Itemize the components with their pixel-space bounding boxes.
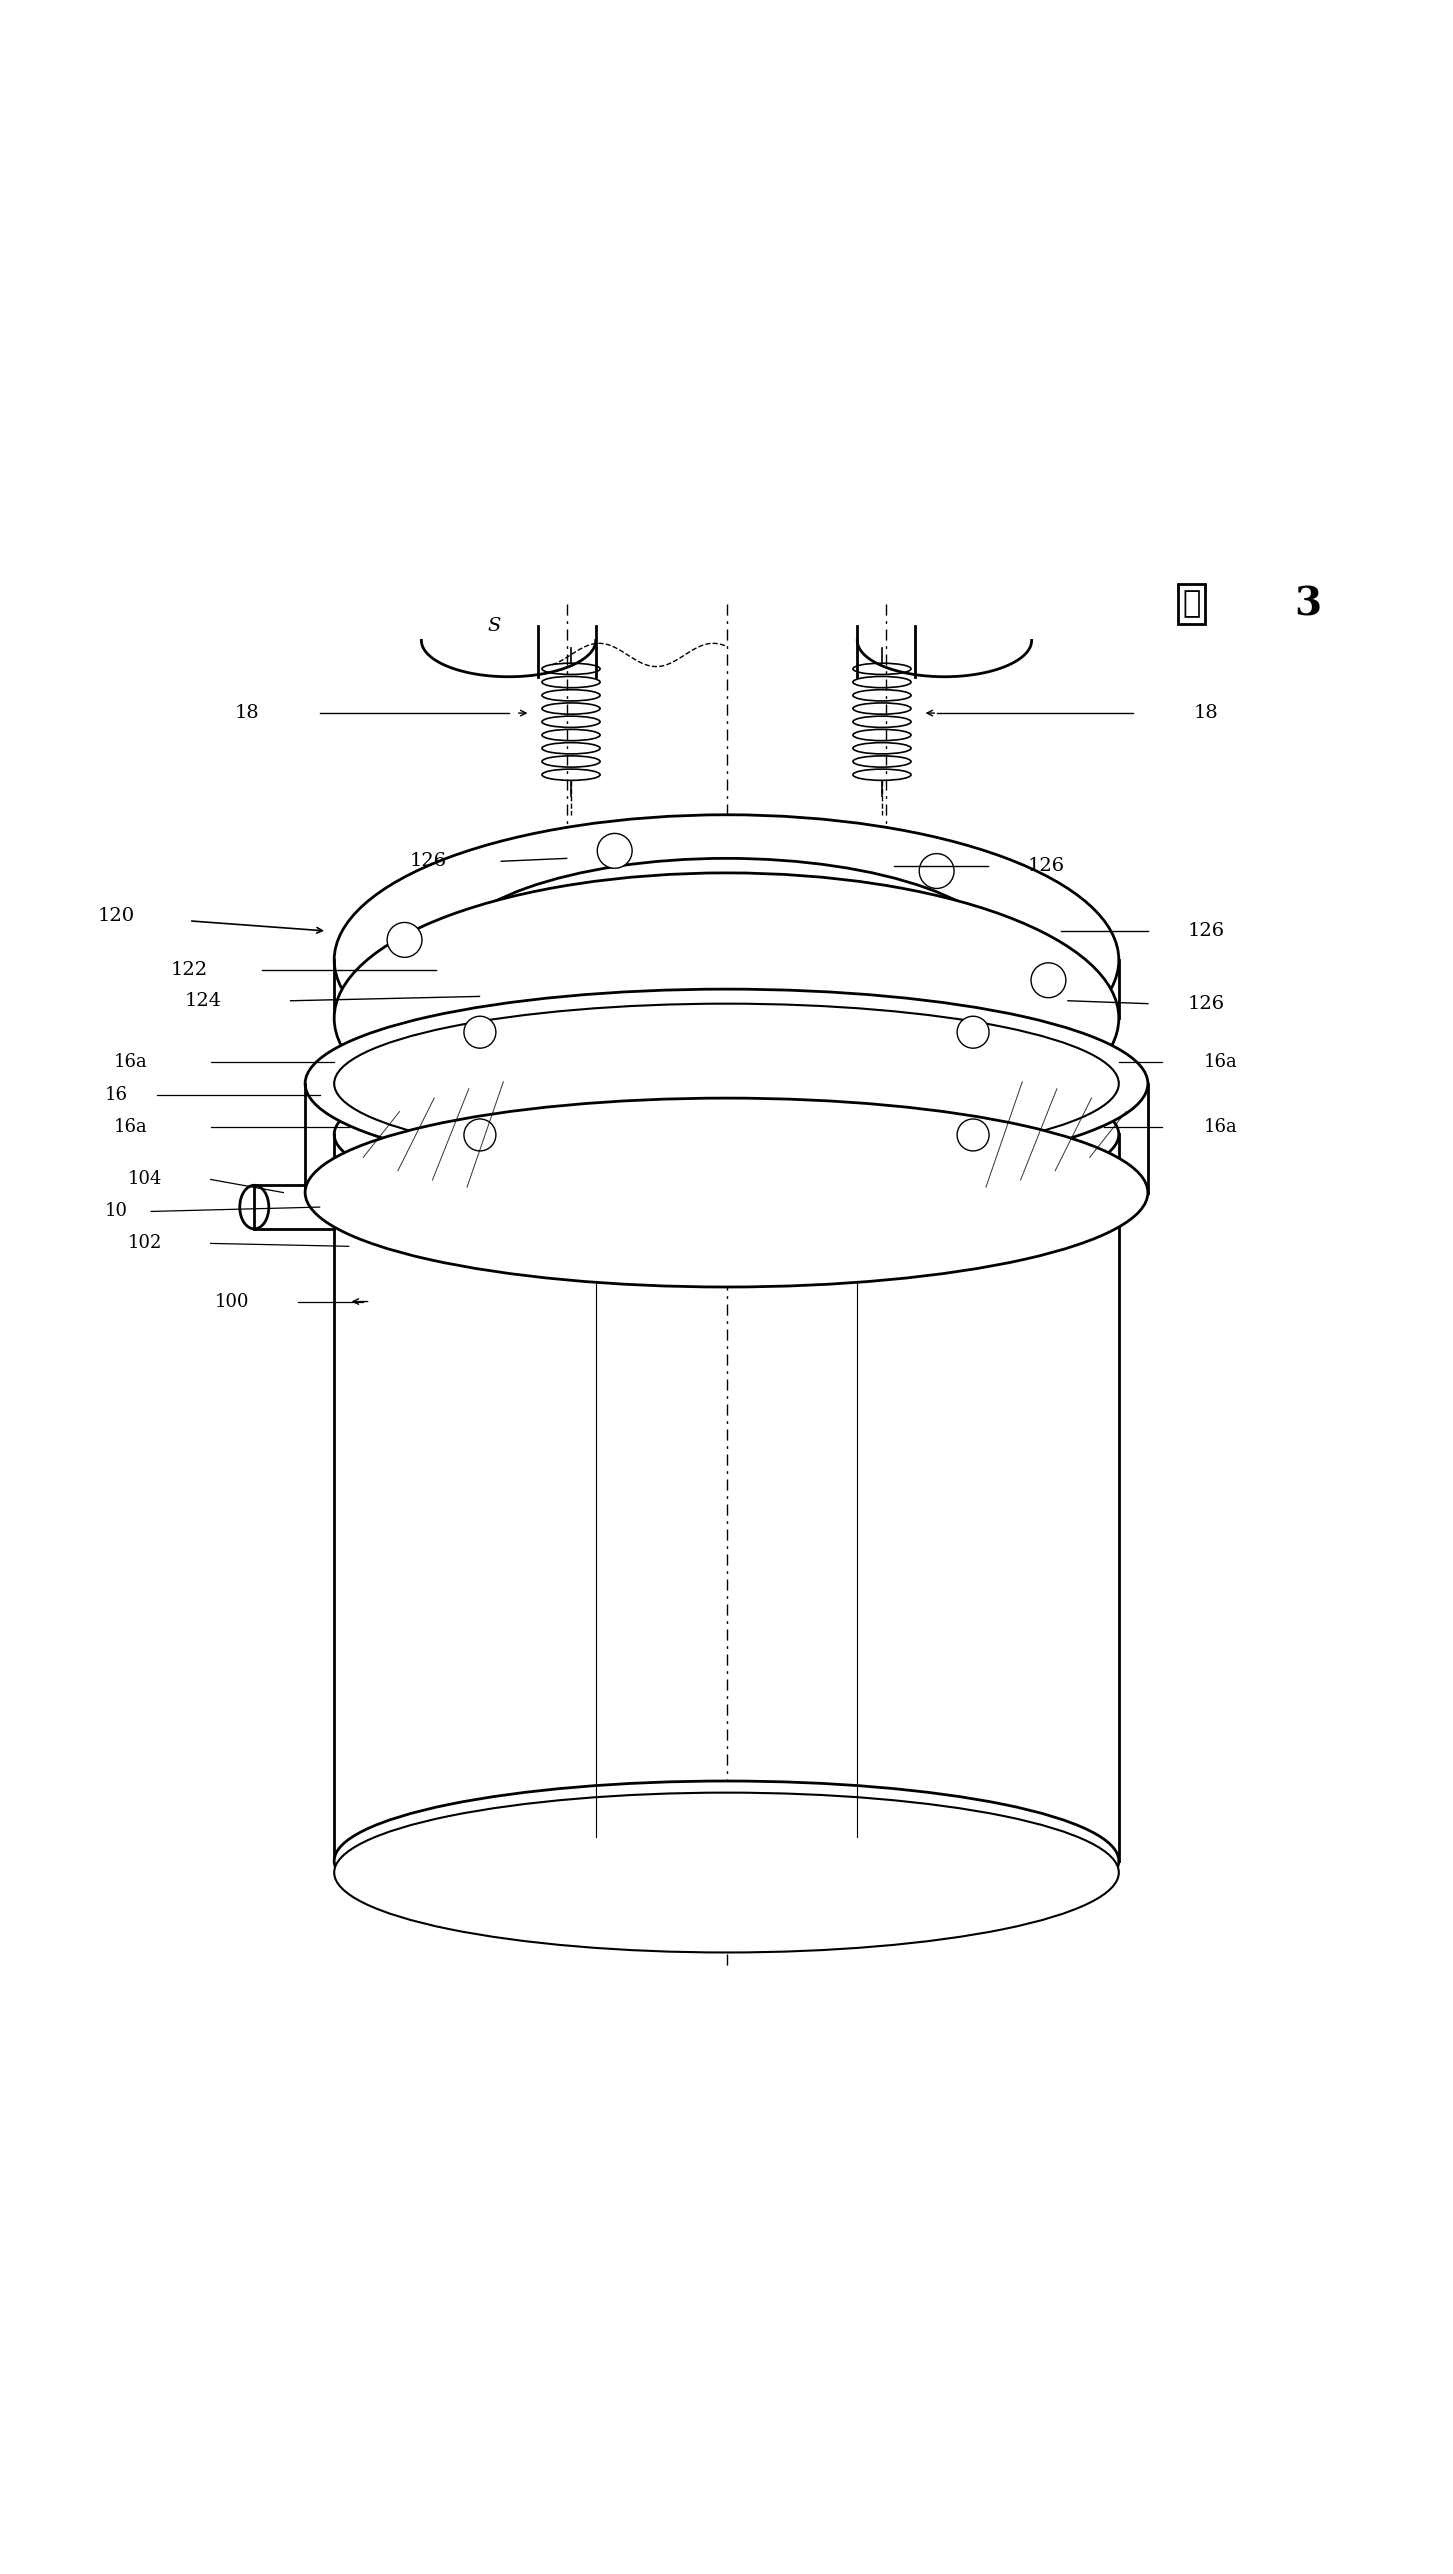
Text: 10: 10 <box>105 1202 128 1220</box>
Ellipse shape <box>240 1184 269 1228</box>
Text: 102: 102 <box>128 1236 163 1254</box>
Ellipse shape <box>334 1055 1119 1215</box>
Ellipse shape <box>443 857 1010 1063</box>
Ellipse shape <box>305 1099 1148 1287</box>
Circle shape <box>958 1120 989 1151</box>
Ellipse shape <box>494 1068 959 1184</box>
Text: 图: 图 <box>1183 589 1200 620</box>
Text: 124: 124 <box>185 991 222 1009</box>
Circle shape <box>958 1017 989 1048</box>
Text: 126: 126 <box>1187 921 1225 940</box>
Text: 16a: 16a <box>113 1053 148 1071</box>
Text: 126: 126 <box>410 852 448 870</box>
Text: 122: 122 <box>170 960 208 978</box>
Text: 16a: 16a <box>1203 1117 1238 1135</box>
Text: S: S <box>487 618 501 636</box>
Circle shape <box>386 921 421 958</box>
Ellipse shape <box>334 816 1119 1104</box>
Ellipse shape <box>305 988 1148 1179</box>
Circle shape <box>920 855 955 888</box>
Ellipse shape <box>494 880 959 1040</box>
Ellipse shape <box>494 1163 959 1279</box>
Circle shape <box>498 1032 533 1066</box>
Ellipse shape <box>334 1004 1119 1163</box>
Text: 126: 126 <box>1187 994 1225 1012</box>
Text: 16a: 16a <box>113 1117 148 1135</box>
Ellipse shape <box>334 1781 1119 1941</box>
Circle shape <box>464 1120 495 1151</box>
Circle shape <box>597 834 632 867</box>
Ellipse shape <box>538 896 915 1024</box>
Text: 100: 100 <box>215 1292 250 1310</box>
Text: 3: 3 <box>1295 584 1321 623</box>
Text: 18: 18 <box>234 705 260 723</box>
Text: 104: 104 <box>128 1171 163 1189</box>
Circle shape <box>1032 963 1067 999</box>
Text: 16: 16 <box>105 1086 128 1104</box>
Text: 120: 120 <box>97 909 135 927</box>
Text: 18: 18 <box>1193 705 1219 723</box>
Text: 126: 126 <box>1027 857 1065 875</box>
Circle shape <box>464 1017 495 1048</box>
Circle shape <box>821 1053 856 1086</box>
Ellipse shape <box>596 1184 857 1259</box>
Ellipse shape <box>596 1091 857 1163</box>
Ellipse shape <box>334 873 1119 1163</box>
Ellipse shape <box>334 1792 1119 1954</box>
Text: 16a: 16a <box>1203 1053 1238 1071</box>
